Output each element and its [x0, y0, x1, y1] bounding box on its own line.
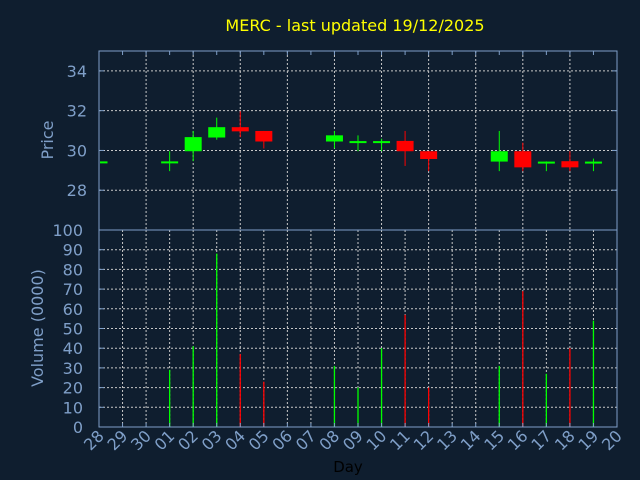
day-tick-label: 20: [598, 426, 626, 454]
chart-title: MERC - last updated 19/12/2025: [225, 16, 484, 35]
candle-body: [349, 141, 367, 144]
price-tick-label: 30: [67, 141, 87, 160]
volume-tick-label: 30: [63, 359, 83, 378]
volume-tick-label: 10: [63, 398, 83, 417]
candle-body: [100, 161, 108, 164]
candle-body: [161, 161, 179, 164]
candle-body: [514, 151, 532, 168]
volume-tick-label: 70: [63, 280, 83, 299]
volume-tick-label: 100: [52, 221, 83, 240]
volume-tick-label: 80: [63, 260, 83, 279]
candle-body: [231, 127, 249, 132]
candle-body: [490, 151, 508, 162]
price-axis-label: Price: [38, 120, 57, 159]
volume-axis-label: Volume (0000): [28, 269, 47, 387]
candle-body: [373, 141, 391, 144]
candle-body: [325, 135, 343, 142]
candle-body: [561, 161, 579, 168]
volume-tick-label: 20: [63, 379, 83, 398]
volume-tick-label: 60: [63, 300, 83, 319]
candle-body: [208, 127, 226, 138]
candle-body: [396, 140, 414, 152]
day-axis-label: Day: [333, 458, 363, 476]
price-tick-label: 28: [67, 181, 87, 200]
volume-tick-label: 40: [63, 339, 83, 358]
candle-body: [255, 130, 273, 142]
candle-body: [184, 137, 202, 152]
price-tick-label: 34: [67, 62, 87, 81]
grid: [99, 51, 617, 427]
volume-plot-frame: [98, 229, 618, 428]
volume-tick-label: 90: [63, 241, 83, 260]
candle-body: [537, 161, 555, 164]
candle-body: [584, 161, 602, 164]
axes: 2830323428293001020304050607080910111213…: [52, 50, 626, 454]
marks: [100, 111, 602, 427]
candle-body: [420, 151, 438, 159]
price-tick-label: 32: [67, 102, 87, 121]
volume-tick-label: 50: [63, 320, 83, 339]
volume-tick-label: 0: [73, 418, 83, 437]
